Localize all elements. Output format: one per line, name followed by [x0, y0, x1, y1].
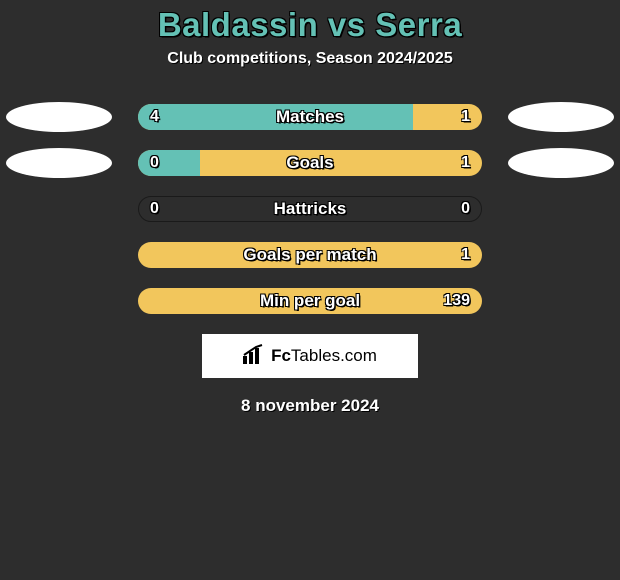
- stat-row: Goals per match1: [0, 242, 620, 268]
- player-left-marker: [6, 148, 112, 178]
- player-right-marker: [508, 102, 614, 132]
- stat-label: Hattricks: [139, 197, 481, 221]
- player-right-marker: [508, 148, 614, 178]
- subtitle: Club competitions, Season 2024/2025: [0, 50, 620, 68]
- brand-badge: FcTables.com: [202, 334, 418, 378]
- stat-row: Goals01: [0, 150, 620, 176]
- comparison-chart: Matches41 Goals01 Hattricks00 Goals per mat…: [0, 104, 620, 314]
- date-label: 8 november 2024: [0, 396, 620, 416]
- brand-bold: Fc: [271, 346, 291, 365]
- bar-track: Goals: [138, 150, 482, 176]
- page-title: Baldassin vs Serra: [0, 6, 620, 44]
- bar-left: [138, 150, 200, 176]
- brand-text: FcTables.com: [271, 346, 377, 366]
- bar-left: [138, 104, 413, 130]
- bar-track: Hattricks: [138, 196, 482, 222]
- player-left-marker: [6, 102, 112, 132]
- brand-rest: Tables.com: [291, 346, 377, 365]
- stat-row: Hattricks00: [0, 196, 620, 222]
- stat-label: Goals per match: [138, 242, 482, 268]
- stat-row: Matches41: [0, 104, 620, 130]
- bar-track: Min per goal: [138, 288, 482, 314]
- stat-row: Min per goal139: [0, 288, 620, 314]
- bar-track: Matches: [138, 104, 482, 130]
- stat-label: Min per goal: [138, 288, 482, 314]
- bar-track: Goals per match: [138, 242, 482, 268]
- chart-icon: [243, 344, 265, 369]
- comparison-widget: Baldassin vs Serra Club competitions, Se…: [0, 0, 620, 416]
